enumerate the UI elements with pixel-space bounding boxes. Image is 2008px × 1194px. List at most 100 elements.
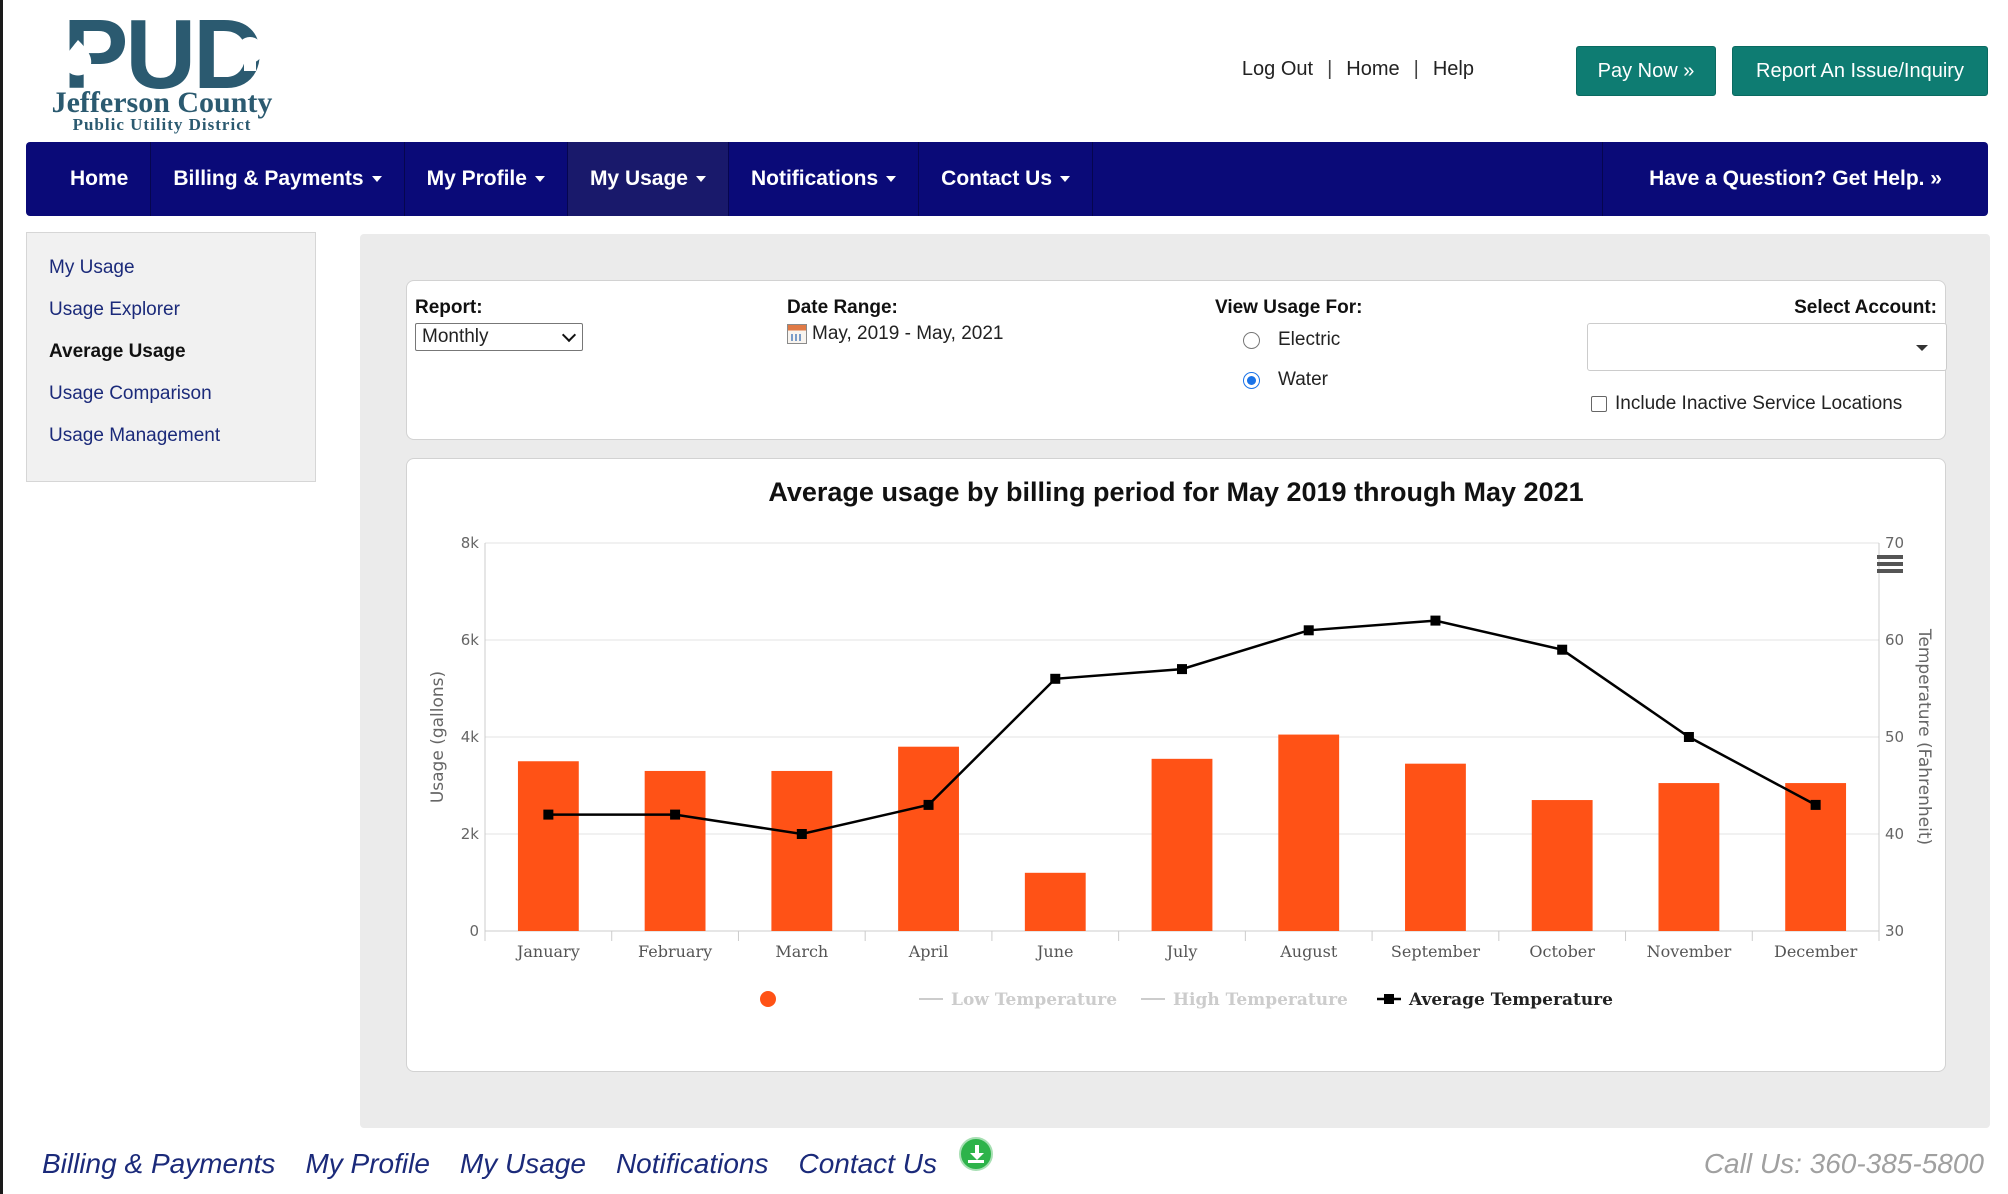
nav-home-label: Home (70, 167, 129, 190)
usage-bar (1024, 872, 1086, 931)
y2-tick-label: 30 (1885, 922, 1904, 940)
pud-logo[interactable]: PUD Jefferson County Public Utility Dist… (34, 6, 294, 134)
home-link[interactable]: Home (1346, 58, 1400, 80)
y-tick-label: 4k (461, 728, 480, 746)
y2-tick-label: 40 (1885, 825, 1904, 843)
usage-bar (1658, 783, 1720, 931)
link-separator: | (1327, 58, 1333, 80)
x-tick-label: August (1279, 942, 1338, 961)
usage-bar (1531, 800, 1593, 931)
help-link[interactable]: Help (1432, 58, 1474, 80)
download-icon-base (968, 1160, 984, 1163)
logout-link[interactable]: Log Out (1241, 58, 1314, 80)
account-select[interactable] (1587, 323, 1947, 371)
caret-down-icon (1916, 345, 1928, 351)
usage-bar (517, 761, 579, 931)
footer-link-usage[interactable]: My Usage (459, 1148, 586, 1179)
filter-panel: Report: Monthly Date Range: May, 2019 - … (406, 280, 1947, 440)
download-icon[interactable] (959, 1137, 993, 1171)
water-radio[interactable] (1243, 371, 1260, 389)
nav-contact-label: Contact Us (941, 167, 1053, 190)
water-option[interactable]: Water (1243, 369, 1328, 391)
legend-average-temperature: Average Temperature (1408, 990, 1613, 1010)
caret-down-icon (695, 176, 706, 182)
caret-down-icon (886, 176, 897, 182)
report-select-value: Monthly (422, 326, 489, 347)
usage-bar (1405, 763, 1466, 931)
legend-high-temperature: High Temperature (1173, 990, 1348, 1010)
get-help-link[interactable]: Have a Question? Get Help. » (1602, 142, 1988, 216)
y-tick-label: 6k (461, 631, 480, 649)
average-temperature-marker (1557, 644, 1568, 655)
legend-low-temperature: Low Temperature (951, 990, 1117, 1010)
sidebar-item-usage-comparison[interactable]: Usage Comparison (49, 383, 212, 404)
footer-link-billing[interactable]: Billing & Payments (42, 1148, 276, 1179)
include-inactive-checkbox[interactable] (1591, 396, 1607, 412)
average-temperature-marker (1050, 673, 1061, 684)
logo-text-big: PUD (63, 6, 261, 109)
y-tick-label: 2k (461, 825, 480, 843)
chart-menu-icon (1877, 569, 1903, 573)
report-issue-button[interactable]: Report An Issue/Inquiry (1732, 46, 1988, 96)
nav-spacer (1093, 142, 1602, 216)
water-label: Water (1278, 369, 1328, 390)
nav-my-usage[interactable]: My Usage (567, 142, 729, 216)
average-temperature-marker (543, 809, 554, 820)
nav-billing-payments[interactable]: Billing & Payments (151, 142, 405, 216)
sidebar-item-average-usage[interactable]: Average Usage (49, 341, 186, 362)
calendar-icon[interactable] (787, 324, 807, 344)
sidebar-item-my-usage[interactable]: My Usage (49, 257, 135, 278)
date-range-picker[interactable]: May, 2019 - May, 2021 (787, 323, 1004, 345)
x-tick-label: February (638, 942, 712, 961)
usage-bar (1278, 734, 1340, 931)
footer-link-notifications[interactable]: Notifications (615, 1148, 769, 1179)
x-tick-label: March (775, 942, 828, 961)
report-select[interactable]: Monthly (415, 323, 583, 351)
link-separator: | (1413, 58, 1419, 80)
y2-tick-label: 50 (1885, 728, 1904, 746)
usage-bar (644, 770, 706, 931)
include-inactive-option[interactable]: Include Inactive Service Locations (1591, 393, 1902, 415)
footer-link-profile[interactable]: My Profile (305, 1148, 430, 1179)
y-axis-title: Usage (gallons) (428, 671, 448, 803)
average-usage-chart: 0 2k 4k 6k 8k 30 40 50 60 70 Usage (gallons) Temper… (428, 534, 1934, 1010)
chevron-down-icon (561, 327, 577, 343)
include-inactive-label: Include Inactive Service Locations (1615, 393, 1903, 414)
y2-tick-label: 70 (1885, 534, 1904, 552)
legend-avg-temp-marker (1384, 994, 1394, 1004)
usage-bar (898, 746, 959, 931)
main-panel: Report: Monthly Date Range: May, 2019 - … (360, 234, 1990, 1128)
x-tick-label: January (515, 942, 580, 961)
x-tick-label: October (1529, 942, 1595, 961)
electric-option[interactable]: Electric (1243, 329, 1340, 351)
average-temperature-marker (923, 799, 934, 810)
y-tick-label: 8k (461, 534, 480, 552)
caret-down-icon (1060, 176, 1071, 182)
sidebar-item-usage-management[interactable]: Usage Management (49, 425, 221, 446)
footer-link-contact[interactable]: Contact Us (798, 1148, 937, 1179)
x-tick-label: November (1647, 942, 1732, 961)
chart-card: Average usage by billing period for May … (406, 458, 1946, 1072)
average-temperature-marker (796, 829, 807, 839)
nav-home[interactable]: Home (26, 142, 152, 216)
y2-axis-title: Temperature (Fahrenheit) (1914, 628, 1934, 845)
nav-billing-label: Billing & Payments (173, 167, 364, 190)
electric-radio[interactable] (1243, 331, 1260, 349)
x-tick-label: September (1391, 942, 1480, 961)
pay-now-button[interactable]: Pay Now » (1576, 46, 1716, 96)
caret-down-icon (371, 176, 382, 182)
nav-my-profile[interactable]: My Profile (405, 142, 568, 216)
logo-line1: Jefferson County (52, 86, 273, 119)
chart-menu-icon (1877, 562, 1903, 566)
usage-sidebar: My Usage Usage Explorer Average Usage Us… (26, 232, 316, 482)
sidebar-item-usage-explorer[interactable]: Usage Explorer (49, 299, 180, 320)
nav-contact-us[interactable]: Contact Us (919, 142, 1094, 216)
x-tick-label: July (1165, 942, 1198, 961)
nav-notifications-label: Notifications (750, 167, 879, 190)
call-us-text: Call Us: 360-385-5800 (1703, 1148, 1984, 1179)
chart-menu-icon (1877, 555, 1903, 559)
y2-tick-label: 60 (1885, 631, 1904, 649)
nav-notifications[interactable]: Notifications (729, 142, 920, 216)
usage-bar (771, 770, 833, 931)
nav-profile-label: My Profile (426, 167, 527, 190)
